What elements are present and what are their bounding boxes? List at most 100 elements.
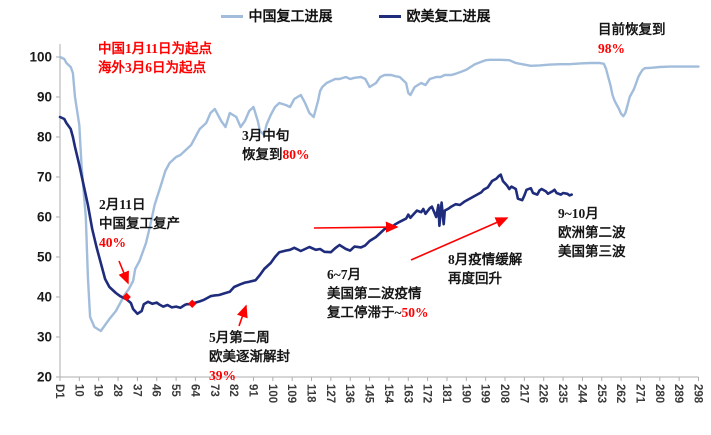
x-tick-label: 82 <box>227 384 239 397</box>
annotation-text: 50% <box>401 305 429 320</box>
x-tick-label: 244 <box>575 384 587 404</box>
x-tick-label: 280 <box>653 384 665 403</box>
x-tick-label: 10 <box>72 384 84 397</box>
legend-label-west: 欧美复工进展 <box>406 10 491 25</box>
x-tick-label: 262 <box>614 384 626 403</box>
annotation-arrow <box>410 217 509 261</box>
y-tick-label: 30 <box>37 330 52 345</box>
x-tick-label: 28 <box>111 384 123 397</box>
annotation-text: 8月疫情缓解 <box>448 252 523 267</box>
note-start-dates: 中国1月11日为起点 海外3月6日为起点 <box>98 39 212 77</box>
x-tick-label: 271 <box>633 384 645 404</box>
y-tick-label: 80 <box>37 130 52 145</box>
annotation-line: 中国复工复产 <box>99 214 180 233</box>
x-tick-label: 190 <box>459 384 471 403</box>
x-tick-label: D1 <box>53 384 65 399</box>
x-tick-label: 64 <box>188 384 200 397</box>
annotation-arrow <box>313 221 399 233</box>
x-tick-label: 154 <box>382 384 394 404</box>
legend-item-west: 欧美复工进展 <box>378 6 491 26</box>
note-sepoct: 9~10月 欧洲第二波美国第三波 <box>558 204 626 261</box>
event-diamond-marker <box>188 299 197 308</box>
x-tick-label: 73 <box>208 384 220 397</box>
x-tick-label: 127 <box>324 384 336 403</box>
annotation-text: 98% <box>598 41 625 56</box>
annotation-text: 40% <box>99 235 126 250</box>
chart-legend: 中国复工进展 欧美复工进展 <box>0 6 711 26</box>
y-tick-label: 60 <box>37 210 52 225</box>
x-tick-label: 37 <box>130 384 142 397</box>
annotation-arrow <box>118 260 129 285</box>
annotation-line: 中国1月11日为起点 <box>98 39 212 58</box>
annotation-line: 海外3月6日为起点 <box>98 58 212 77</box>
annotation-text: 美国第二波疫情 <box>327 286 422 301</box>
note-feb: 2月11日中国复工复产 40% <box>99 195 180 252</box>
annotation-line: 欧美逐渐解封 <box>209 347 290 366</box>
event-diamond-marker <box>122 292 131 302</box>
x-tick-label: 172 <box>421 384 433 403</box>
annotation-text: 39% <box>209 368 236 383</box>
annotation-line: 5月第二周 <box>209 328 290 347</box>
y-tick-label: 70 <box>37 170 52 185</box>
x-tick-label: 163 <box>401 384 413 403</box>
y-tick-label: 20 <box>37 370 52 385</box>
annotation-text: 80% <box>282 147 310 162</box>
annotation-text: 中国1月11日为起点 <box>98 41 213 56</box>
annotation-text: 目前恢复到 <box>598 22 666 37</box>
y-tick-label: 100 <box>29 50 52 65</box>
x-tick-label: 109 <box>285 384 297 403</box>
annotation-line: 2月11日 <box>99 195 180 214</box>
annotation-line: 9~10月 <box>558 204 626 223</box>
annotation-line: 欧洲第二波 <box>558 223 626 242</box>
annotation-line: 再度回升 <box>448 269 522 288</box>
x-tick-label: 235 <box>556 384 568 404</box>
x-tick-label: 226 <box>537 384 549 403</box>
x-tick-label: 100 <box>266 384 278 403</box>
note-current: 目前恢复到 98% <box>598 20 666 58</box>
china-line-swatch <box>220 14 243 18</box>
x-tick-label: 118 <box>305 384 317 403</box>
annotation-text: 欧美逐渐解封 <box>209 349 290 364</box>
note-aug: 8月疫情缓解 再度回升 <box>448 250 522 288</box>
annotation-line: 98% <box>598 39 666 58</box>
x-tick-label: 199 <box>479 384 491 403</box>
annotation-text: 恢复到 <box>242 147 283 162</box>
y-tick-label: 40 <box>37 290 52 305</box>
annotation-line: 39% <box>209 366 290 385</box>
annotation-line: 3月中旬 <box>242 126 310 145</box>
annotation-text: 5月第二周 <box>209 330 270 345</box>
annotation-line: 6~7月 <box>327 265 429 284</box>
annotation-text: 2月11日 <box>99 197 146 212</box>
legend-item-china: 中国复工进展 <box>220 6 333 26</box>
note-march: 3月中旬恢复到80% <box>242 126 310 164</box>
annotation-text: 美国第三波 <box>558 244 626 259</box>
china-series-line <box>58 55 700 333</box>
annotation-text: 6~7月 <box>327 267 362 282</box>
x-tick-label: 91 <box>246 384 258 397</box>
x-tick-label: 298 <box>692 384 704 404</box>
x-tick-label: 46 <box>150 384 162 397</box>
annotation-line: 复工停滞于~50% <box>327 303 429 322</box>
x-tick-label: 55 <box>169 384 181 397</box>
annotation-text: 复工停滞于~ <box>327 305 402 320</box>
annotation-line: 美国第三波 <box>558 242 626 261</box>
annotation-text: 3月中旬 <box>242 128 290 143</box>
x-tick-label: 181 <box>440 384 452 404</box>
annotation-text: 再度回升 <box>448 271 502 286</box>
y-tick-label: 50 <box>37 250 52 265</box>
annotation-text: 海外3月6日为起点 <box>98 60 206 75</box>
annotation-arrow <box>237 304 248 327</box>
west-series-line <box>58 115 574 316</box>
y-tick-label: 90 <box>37 90 52 105</box>
annotation-line: 40% <box>99 233 180 252</box>
annotation-line: 美国第二波疫情 <box>327 284 429 303</box>
west-line-swatch <box>378 14 401 18</box>
annotation-line: 恢复到80% <box>242 145 310 164</box>
x-tick-label: 208 <box>498 384 510 404</box>
annotation-line: 目前恢复到 <box>598 20 666 39</box>
annotation-text: 中国复工复产 <box>99 216 180 231</box>
annotation-line: 8月疫情缓解 <box>448 250 522 269</box>
x-tick-label: 289 <box>672 384 684 403</box>
